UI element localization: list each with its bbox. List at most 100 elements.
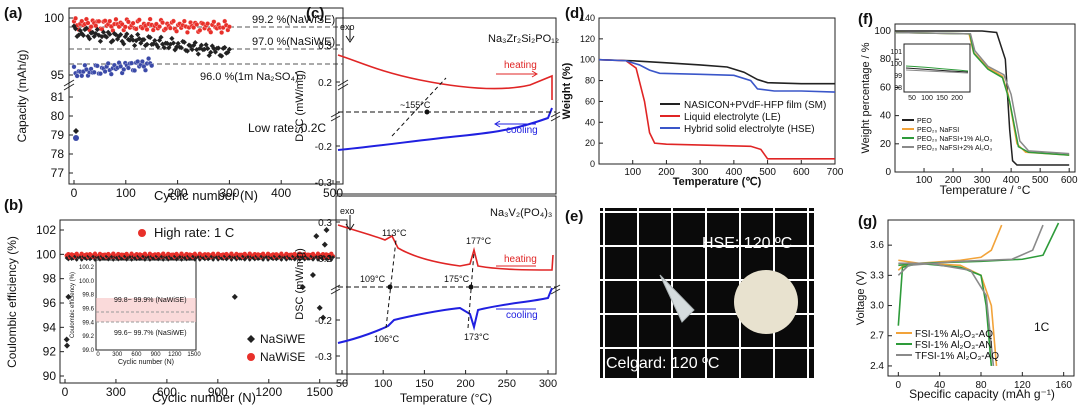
panel-d-lines — [598, 58, 836, 160]
panel-c-top-ytick-label: 0.3 — [318, 41, 332, 52]
panel-a-point-nasiwe — [132, 42, 138, 49]
panel-a-point-nasiwe — [124, 31, 130, 37]
panel-b-point-nasiwe — [229, 257, 234, 262]
panel-b-inset-ytick-label: 99.8 — [82, 293, 94, 299]
panel-c-top-cooling: cooling — [506, 125, 538, 136]
panel-b-point-nasiwe — [74, 257, 79, 262]
panel-b-ticks: 0 300 600 900 1200 1500 90 92 94 96 98 100 102 — [36, 223, 333, 399]
panel-a-points — [71, 15, 232, 141]
panel-a-point-nasiwe — [104, 34, 110, 40]
panel-a-point-nasiwe — [195, 51, 201, 57]
panel-a-point-nasiwe — [76, 32, 82, 38]
panel-label-a: (a) — [4, 5, 22, 22]
panel-a-point-nasiwe — [97, 38, 104, 44]
panel-a-point-nasiwe — [203, 42, 209, 48]
panel-a-point-na2so4 — [125, 65, 131, 71]
panel-b-inset-xtick-label: 600 — [131, 352, 142, 358]
panel-g-annotation: 1C — [1034, 320, 1050, 334]
panel-b-ytick-label: 96 — [43, 296, 57, 310]
panel-b-point-nasiwe — [252, 257, 257, 262]
panel-a-point-nasiwe — [121, 41, 127, 47]
panel-f-ytick-label: 80 — [880, 54, 892, 65]
panel-b-inset-xtick-label: 300 — [112, 352, 123, 358]
panel-c-break-mark — [330, 284, 341, 291]
panel-c-break-mark — [550, 115, 561, 122]
panel-b-point-outlier — [320, 314, 327, 321]
panel-f-inset-xtick-label: 150 — [936, 95, 948, 102]
panel-e-hse-sample — [734, 270, 798, 334]
panel-a-point-nasiwe — [152, 37, 158, 44]
panel-d-line-1 — [598, 58, 835, 160]
panel-d-xtick-label: 500 — [759, 167, 776, 178]
panel-b-point-nasiwe — [264, 255, 269, 260]
panel-b-inset-band — [96, 298, 196, 322]
panel-b-inset-ytick-label: 99.6 — [82, 306, 94, 312]
panel-c-bottom-marker1 — [387, 284, 393, 290]
panel-a-point-nawise — [88, 24, 94, 30]
panel-a-annotation-na2so4: 96.0 %(1m Na₂SO₄) — [200, 71, 299, 83]
panel-a-ytick-label: 79 — [51, 128, 65, 142]
panel-a-point-nasiwe — [222, 44, 228, 51]
panel-a-point-nawise — [205, 21, 211, 27]
panel-a-point-nawise — [157, 24, 162, 30]
panel-a-point-na2so4 — [132, 68, 138, 73]
panel-label-g: (g) — [858, 213, 877, 230]
panel-b-point-nasiwe — [330, 255, 335, 260]
panel-a-point-nawise — [167, 25, 173, 31]
panel-a-point-nasiwe — [226, 46, 232, 52]
panel-a-ytick-label: 78 — [51, 147, 65, 161]
panel-c-top-heating-arrowhead — [531, 70, 538, 78]
panel-c-bottom-marker2 — [468, 284, 474, 290]
panel-a-break-mark — [63, 79, 75, 87]
panel-f-ytick-label: 20 — [880, 139, 892, 150]
panel-c-top-marker — [424, 109, 430, 115]
panel-e-hse-label: HSE: 120 ºC — [702, 235, 792, 252]
panel-a-point-nasiwe — [141, 37, 147, 43]
panel-b-inset-ytick-label: 99.2 — [82, 334, 94, 340]
panel-f-legend-label: PEO₂₀ NaFSI — [917, 127, 959, 134]
panel-b-inset-annotation-nawise: 99.8~ 99.9% (NaWiSE) — [114, 297, 187, 304]
panel-a-point-nawise — [171, 18, 176, 24]
panel-a-point-nasiwe — [86, 36, 93, 42]
panel-c-bottom-ylabel: DSC (mW/mg) — [294, 248, 306, 320]
panel-a-xtick-label: 200 — [168, 186, 188, 200]
panel-f-ytick-label: 60 — [880, 82, 892, 93]
panel-a-point-nawise — [160, 20, 166, 26]
panel-f-inset-frame — [903, 43, 971, 93]
panel-f-inset-ytick-label: 101 — [890, 49, 902, 56]
panel-a-point-na2so4 — [97, 71, 103, 77]
panel-a-point-nasiwe — [94, 26, 100, 33]
panel-d-line-0 — [598, 58, 835, 85]
panel-f-xtick-label: 100 — [916, 175, 933, 186]
panel-d-xlabel: Temperature (℃) — [673, 176, 762, 188]
panel-a-point-nasiwe — [178, 45, 184, 51]
panel-a-point-na2so4 — [118, 63, 124, 69]
panel-a-point-nawise — [130, 20, 136, 26]
panel-c-top-ylabel: DSC (mW/mg) — [294, 70, 306, 142]
panel-b-point-outlier — [316, 304, 323, 311]
panel-d-ytick-label: 20 — [585, 138, 595, 148]
panel-e: (e) HSE: 120 ºC Celgard: 120 ºC — [565, 208, 814, 378]
panel-a-point-nawise — [208, 29, 214, 35]
panel-a-xtick-label: 0 — [71, 186, 78, 200]
panel-b-point-nasiwe — [279, 257, 284, 262]
panel-b-frame — [59, 219, 348, 384]
panel-d-xtick-label: 200 — [658, 167, 675, 178]
panel-a-point-nasiwe — [99, 34, 105, 40]
panel-b-point-nawise — [265, 251, 271, 256]
panel-b-point-nasiwe — [261, 257, 266, 262]
panel-b-point-nasiwe — [314, 254, 319, 259]
panel-a-break-mark — [63, 83, 75, 91]
panel-b-inset-xlabel: Cyclic number (N) — [118, 359, 174, 366]
panel-a-point-nasiwe — [122, 34, 128, 40]
panel-a-point-nasiwe — [100, 29, 107, 35]
panel-a-point-nawise — [194, 22, 200, 27]
panel-label-d: (d) — [565, 5, 584, 22]
panel-a-point-nasiwe — [175, 40, 181, 47]
panel-a-point-nasiwe — [184, 48, 191, 54]
panel-c-top-ytick-label: -0.3 — [315, 178, 333, 189]
panel-d-ytick-label: 60 — [585, 96, 595, 106]
panel-g-xtick-label: 160 — [1055, 380, 1072, 391]
panel-f-inset-line — [905, 69, 969, 74]
